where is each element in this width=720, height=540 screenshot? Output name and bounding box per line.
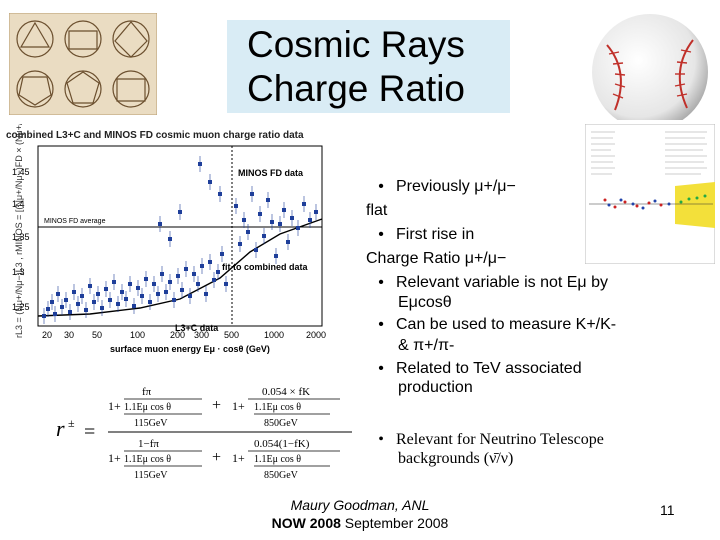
fit-curve [37,218,323,317]
svg-text:1.1Eμ cos θ: 1.1Eμ cos θ [254,454,301,465]
title-box [227,20,510,113]
svg-text:1+: 1+ [232,399,245,413]
x-tick-label: 500 [224,330,239,340]
formula-eq: = [84,421,95,443]
svg-text:115GeV: 115GeV [134,470,168,481]
y-tick-label: 1.3 [12,267,25,277]
charge-ratio-formula: r ± = 1+ fπ 1.1Eμ cos θ 115GeV + 1+ 0.05… [56,386,352,481]
slide-title-line1: Cosmic Rays [247,24,465,65]
plot-ylabel: rL3 = (Nμ+/Nμ−)L3 , rMINOS = [(Nμ+/Nμ−)F… [14,124,24,338]
svg-text:115GeV: 115GeV [134,418,168,429]
bullet-text: production [398,379,473,396]
svg-text:1−fπ: 1−fπ [138,438,159,450]
plot-xlabel: surface muon energy Eμ · cosθ (GeV) [110,344,270,354]
x-tick-label: 100 [130,330,145,340]
svg-text:0.054(1−fK): 0.054(1−fK) [254,438,310,450]
plot-frame [37,145,323,327]
x-tick-label: 200 [170,330,185,340]
svg-text:1+: 1+ [232,451,245,465]
bullet-text: Related to TeV associated [396,360,582,377]
label-l3c: L3+C data [175,323,219,333]
footer-author: Maury Goodman, ANL [290,497,430,513]
y-tick-label: 1.25 [12,302,30,312]
baseball-image [592,14,708,120]
x-tick-label: 30 [64,330,74,340]
svg-text:0.054 × fK: 0.054 × fK [262,386,310,398]
formula-sup: ± [68,416,75,430]
y-tick-label: 1.45 [12,167,30,177]
bullet-text: First rise in [396,226,475,243]
svg-text:+: + [212,397,221,414]
bullet-text: Can be used to measure K+/K- [396,316,617,333]
x-tick-label: 1000 [264,330,284,340]
svg-text:+: + [212,449,221,466]
bullet-text: Eμcosθ [398,294,452,311]
footer-conference: NOW 2008 September 2008 [271,515,449,531]
bullet-text: Relevant for Neutrino Telescope [396,431,604,448]
charge-ratio-plot: combined L3+C and MINOS FD cosmic muon c… [0,124,340,364]
svg-text:fπ: fπ [142,386,152,398]
svg-text:1.1Eμ cos θ: 1.1Eμ cos θ [254,402,301,413]
x-tick-label: 2000 [306,330,326,340]
bullet-text: Charge Ratio μ+/μ− [366,250,507,267]
x-tick-label: 300 [194,330,209,340]
svg-text:1+: 1+ [108,451,121,465]
svg-text:850GeV: 850GeV [264,418,299,429]
geometry-drawings-image [9,13,157,115]
slide-title-line2: Charge Ratio [247,68,466,109]
bullet-text: flat [366,202,388,219]
label-fit: fit to combined data [222,262,308,272]
svg-text:850GeV: 850GeV [264,470,299,481]
label-minos-data: MINOS FD data [238,168,304,178]
y-tick-label: 1.35 [12,232,30,242]
y-tick-label: 1.4 [12,199,25,209]
bullet-text: & π+/π- [398,337,455,354]
svg-text:1.1Eμ cos θ: 1.1Eμ cos θ [124,402,171,413]
label-minos-average: MINOS FD average [44,218,106,225]
plot-title: combined L3+C and MINOS FD cosmic muon c… [6,130,304,141]
bullet-text: backgrounds (ν̄/ν) [398,450,514,467]
bullet-text: Relevant variable is not Eμ by [396,274,608,291]
x-tick-label: 20 [42,330,52,340]
bullet-text: Previously μ+/μ− [396,178,516,195]
svg-text:1.1Eμ cos θ: 1.1Eμ cos θ [124,454,171,465]
svg-text:1+: 1+ [108,399,121,413]
page-number: 11 [660,502,675,518]
x-tick-label: 50 [92,330,102,340]
thumbnail-plot-image [585,124,715,264]
formula-lhs: r [56,416,65,441]
